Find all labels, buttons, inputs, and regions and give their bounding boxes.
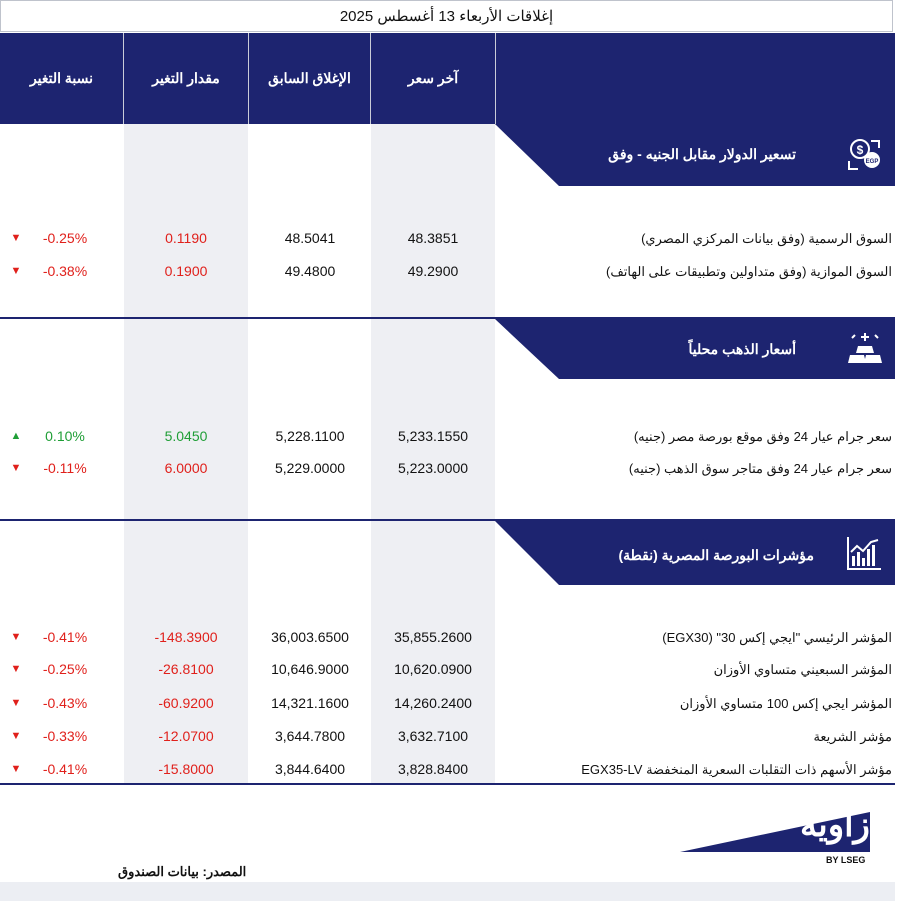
down-arrow-icon: ▼ <box>10 631 22 643</box>
row-prev-close: 49.4800 <box>284 263 336 279</box>
row-change: 0.1900 <box>164 263 208 279</box>
row-prev-close: 36,003.6500 <box>271 629 349 645</box>
row-last-price: 10,620.0900 <box>394 661 472 677</box>
shaded-column <box>371 521 495 783</box>
row-change-pct: -0.25% <box>42 230 88 246</box>
section-banner-egx <box>495 521 895 585</box>
down-arrow-icon: ▼ <box>10 265 22 277</box>
header-divider <box>248 33 249 124</box>
stock-chart-icon <box>847 537 881 570</box>
down-arrow-icon: ▼ <box>10 697 22 709</box>
header-divider <box>123 33 124 124</box>
row-last-price: 3,632.7100 <box>397 728 469 744</box>
row-change: -15.8000 <box>158 761 214 777</box>
gold-bars-icon <box>848 333 882 363</box>
source-note: المصدر: بيانات الصندوق <box>118 864 247 879</box>
shaded-column <box>124 124 248 317</box>
row-change: -12.0700 <box>158 728 214 744</box>
row-label: سعر جرام عيار 24 وفق موقع بورصة مصر (جني… <box>633 429 892 444</box>
row-change-pct: -0.33% <box>42 728 88 744</box>
header-change-pct: نسبة التغير <box>29 70 94 86</box>
header-divider <box>370 33 371 124</box>
down-arrow-icon: ▼ <box>10 462 22 474</box>
row-change: 5.0450 <box>164 428 208 444</box>
header-divider <box>495 33 496 124</box>
row-change-pct: -0.38% <box>42 263 88 279</box>
row-prev-close: 3,644.7800 <box>274 728 346 744</box>
row-change-pct: -0.25% <box>42 661 88 677</box>
row-change-pct: -0.43% <box>42 695 88 711</box>
down-arrow-icon: ▼ <box>10 663 22 675</box>
section-banner-usd <box>495 124 895 186</box>
row-label: مؤشر الأسهم ذات التقلبات السعرية المنخفض… <box>581 762 892 777</box>
row-prev-close: 3,844.6400 <box>274 761 346 777</box>
up-arrow-icon: ▲ <box>10 430 22 442</box>
svg-text:EGP: EGP <box>866 159 879 165</box>
section-divider <box>0 519 895 521</box>
section-banner-gold <box>495 319 895 379</box>
down-arrow-icon: ▼ <box>10 232 22 244</box>
logo-byline: BY LSEG <box>826 855 866 865</box>
section-title-egx: مؤشرات البورصة المصرية (نقطة) <box>618 547 814 563</box>
svg-text:$: $ <box>857 143 864 157</box>
table-header <box>0 33 895 124</box>
row-last-price: 5,223.0000 <box>397 460 469 476</box>
row-last-price: 48.3851 <box>407 230 459 246</box>
row-change: -60.9200 <box>158 695 214 711</box>
row-label: المؤشر الرئيسي "ايجي إكس 30" (EGX30) <box>662 630 892 645</box>
row-label: المؤشر السبعيني متساوي الأوزان <box>713 662 892 677</box>
row-label: سعر جرام عيار 24 وفق متاجر سوق الذهب (جن… <box>628 461 892 476</box>
header-last-price: آخر سعر <box>407 70 459 86</box>
row-prev-close: 10,646.9000 <box>271 661 349 677</box>
row-prev-close: 48.5041 <box>284 230 336 246</box>
down-arrow-icon: ▼ <box>10 763 22 775</box>
section-title-usd: تسعير الدولار مقابل الجنيه - وفق <box>608 146 796 162</box>
report-title: إغلاقات الأربعاء 13 أغسطس 2025 <box>0 0 893 32</box>
logo-name: زاوية <box>800 806 870 844</box>
row-prev-close: 5,228.1100 <box>275 428 345 444</box>
header-change: مقدار التغير <box>152 70 220 86</box>
row-change: 6.0000 <box>164 460 208 476</box>
footer-strip <box>0 882 895 901</box>
shaded-column <box>371 319 495 519</box>
row-change: -148.3900 <box>154 629 218 645</box>
row-change-pct: -0.41% <box>42 761 88 777</box>
section-title-gold: أسعار الذهب محلياً <box>688 341 796 357</box>
down-arrow-icon: ▼ <box>10 730 22 742</box>
row-last-price: 49.2900 <box>407 263 459 279</box>
row-label: المؤشر ايجي إكس 100 متساوي الأوزان <box>679 696 892 711</box>
row-last-price: 5,233.1550 <box>397 428 469 444</box>
row-label: السوق الموازية (وفق متداولين وتطبيقات عل… <box>606 264 892 279</box>
row-change-pct: 0.10% <box>45 428 85 444</box>
row-change-pct: -0.41% <box>42 629 88 645</box>
section-divider <box>0 317 895 319</box>
row-change: 0.1190 <box>165 230 207 246</box>
row-label: السوق الرسمية (وفق بيانات المركزي المصري… <box>641 231 892 246</box>
row-label: مؤشر الشريعة <box>813 729 892 744</box>
row-prev-close: 5,229.0000 <box>274 460 346 476</box>
dollar-egp-exchange-icon: $ EGP <box>848 139 880 170</box>
row-last-price: 3,828.8400 <box>397 761 469 777</box>
table-bottom-line <box>0 783 895 785</box>
row-change: -26.8100 <box>158 661 214 677</box>
row-last-price: 14,260.2400 <box>394 695 472 711</box>
row-prev-close: 14,321.1600 <box>271 695 349 711</box>
shaded-column <box>124 319 248 519</box>
shaded-column <box>371 124 495 317</box>
header-prev-close: الإغلاق السابق <box>268 70 351 86</box>
row-change-pct: -0.11% <box>43 460 87 476</box>
shaded-column <box>124 521 248 783</box>
zawya-logo <box>680 812 870 852</box>
row-last-price: 35,855.2600 <box>394 629 472 645</box>
